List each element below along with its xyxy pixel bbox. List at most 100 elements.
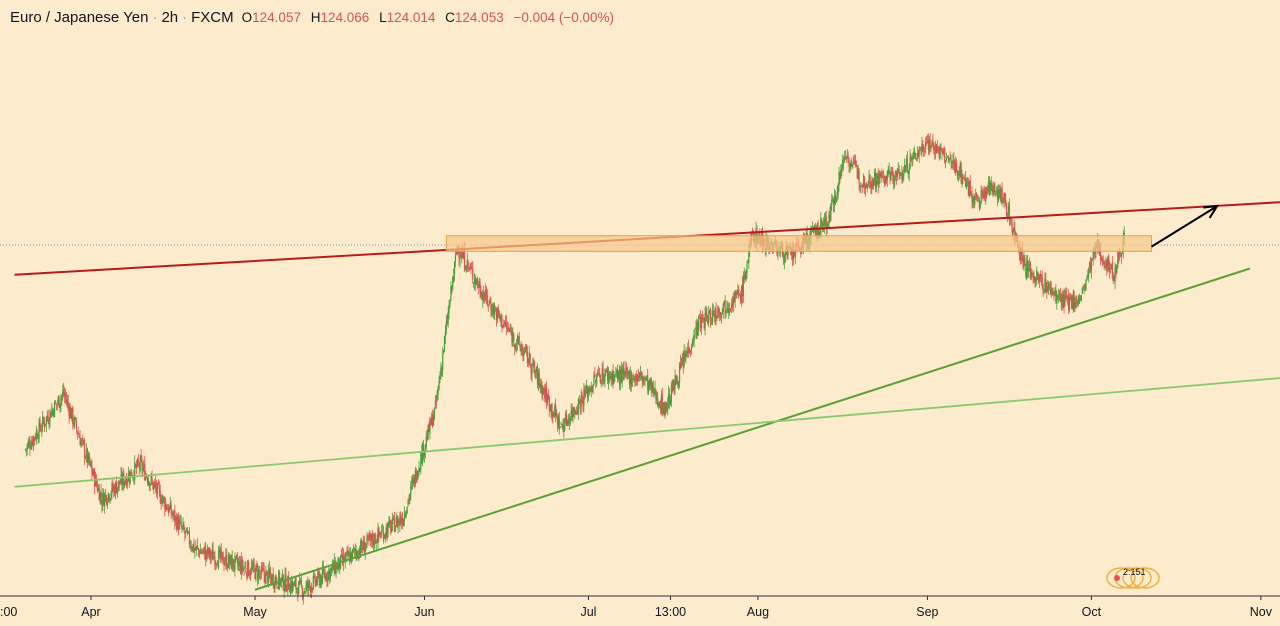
candle: [54, 400, 57, 405]
candle-body: [442, 354, 444, 371]
candle-body: [118, 480, 120, 485]
candle: [718, 305, 720, 319]
candle-body: [494, 309, 496, 315]
candle: [961, 169, 963, 188]
candle: [434, 395, 437, 410]
candle-body: [174, 509, 176, 523]
candle-body: [248, 574, 251, 575]
candle: [642, 376, 644, 386]
candle-body: [535, 368, 538, 373]
candle: [1031, 269, 1033, 277]
candle-body: [845, 157, 847, 159]
candle-body: [265, 571, 267, 584]
candle: [495, 307, 498, 327]
candle-body: [898, 169, 900, 175]
candle-body: [652, 382, 654, 394]
candle: [123, 468, 125, 490]
candle: [823, 212, 826, 234]
candle: [251, 560, 253, 572]
candle: [466, 252, 468, 272]
symbol-legend[interactable]: Euro / Japanese Yen · 2h · FXCM O124.057…: [10, 9, 614, 26]
candle: [1085, 279, 1087, 291]
candle-body: [481, 294, 483, 300]
candle-body: [32, 436, 35, 446]
candle: [208, 546, 211, 561]
candle-body: [179, 520, 181, 522]
candle-body: [917, 154, 919, 156]
candle-body: [493, 304, 495, 315]
candle-body: [467, 261, 469, 266]
candle-body: [435, 401, 437, 402]
candle: [952, 153, 954, 170]
candle-body: [1099, 250, 1101, 255]
candle: [714, 306, 716, 325]
candle-body: [631, 379, 633, 387]
candle-body: [94, 476, 97, 487]
candle: [702, 314, 704, 323]
candle: [169, 496, 171, 510]
candle-body: [347, 550, 349, 558]
candle: [85, 443, 88, 463]
candle-body: [866, 184, 868, 189]
interval-label[interactable]: 2h: [161, 9, 179, 26]
candle-body: [856, 166, 858, 179]
symbol-name[interactable]: Euro / Japanese Yen: [10, 9, 149, 26]
candle-body: [578, 399, 580, 402]
candle-body: [245, 567, 247, 573]
candle-body: [261, 568, 263, 570]
candle: [846, 148, 848, 160]
candle: [417, 470, 419, 480]
candle: [855, 160, 857, 168]
candle: [244, 561, 246, 568]
candle: [985, 186, 987, 205]
candle-body: [1035, 278, 1037, 282]
candle-body: [540, 383, 542, 389]
candle-body: [677, 380, 679, 385]
candle: [703, 317, 705, 331]
x-tick-label: May: [243, 605, 267, 619]
candle-body: [146, 478, 149, 483]
candle: [87, 450, 89, 465]
candle-body: [361, 540, 363, 549]
candle: [44, 423, 47, 427]
candle: [1109, 260, 1111, 279]
candle-body: [269, 572, 272, 577]
candle-body: [546, 395, 549, 403]
exchange-label[interactable]: FXCM: [191, 9, 234, 26]
x-tick-label: Nov: [1250, 605, 1273, 619]
candle: [378, 526, 380, 543]
candle: [538, 368, 540, 389]
candle: [452, 276, 454, 292]
candle: [296, 587, 298, 594]
candle-body: [45, 417, 47, 425]
candle-body: [696, 322, 698, 339]
candle: [191, 546, 193, 552]
candle: [682, 350, 684, 374]
candle: [720, 312, 723, 324]
candle: [254, 568, 256, 580]
candle: [563, 418, 565, 439]
candle: [730, 298, 733, 314]
candle: [997, 183, 1000, 203]
candle-body: [267, 572, 269, 583]
candle: [204, 542, 206, 561]
candle: [490, 297, 492, 318]
high-label: H: [310, 10, 321, 25]
candle: [465, 264, 467, 273]
candle-body: [105, 495, 108, 504]
candle-body: [646, 376, 648, 380]
candle-body: [437, 386, 439, 394]
candle: [907, 170, 909, 179]
candle: [660, 390, 662, 416]
candle-body: [126, 480, 129, 484]
candle: [280, 577, 283, 588]
candle: [197, 538, 199, 550]
candle-body: [309, 581, 311, 586]
candle-body: [1059, 293, 1062, 302]
candle: [446, 313, 448, 326]
candle-body: [461, 252, 463, 260]
candle: [1013, 219, 1015, 233]
candle: [981, 186, 983, 199]
candle: [141, 455, 143, 477]
